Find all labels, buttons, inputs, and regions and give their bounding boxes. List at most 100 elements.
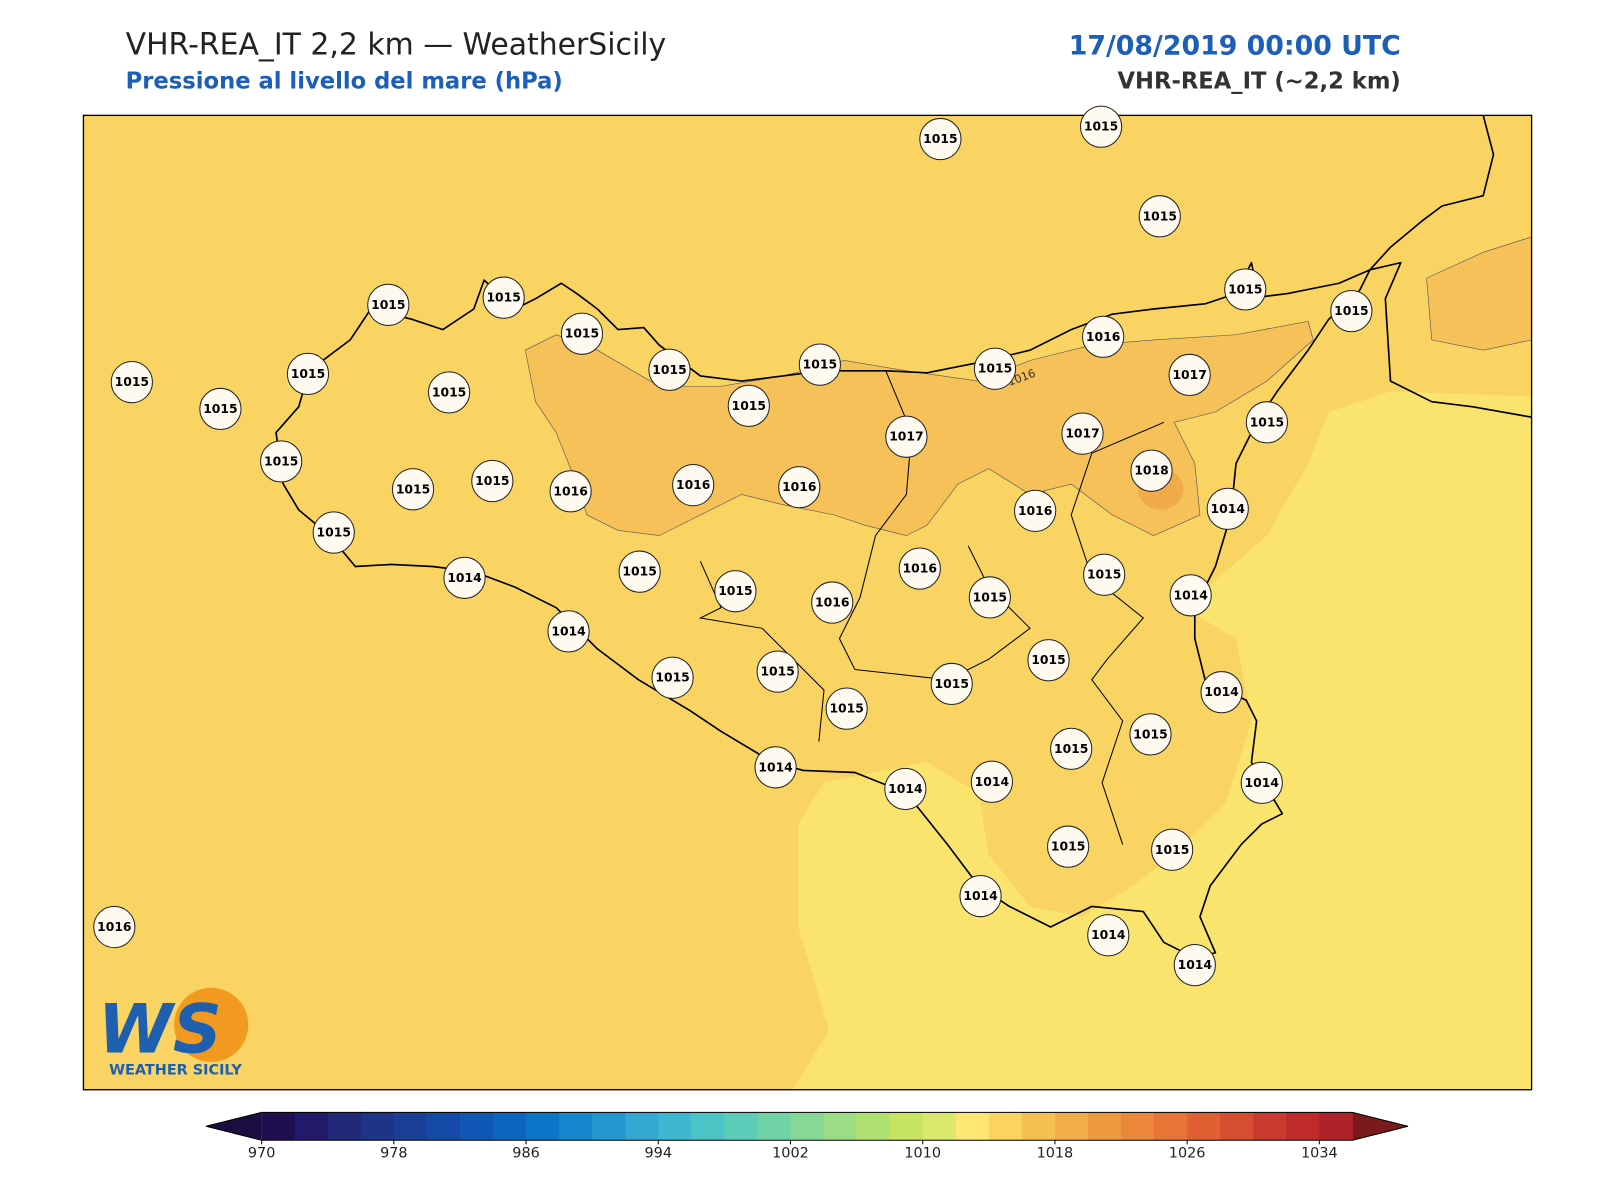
station-value: 1015 [432,385,466,399]
station: 1015 [1138,195,1181,238]
station-value: 1015 [1143,209,1177,223]
station-value: 1015 [1133,727,1167,741]
station-value: 1014 [975,775,1010,789]
station-marker [1240,761,1283,804]
station-marker [93,905,136,949]
station: 1014 [1087,914,1130,957]
station-marker [1027,639,1070,682]
station-value: 1016 [676,478,710,492]
station-marker [367,283,410,326]
station-value: 1016 [1086,330,1120,344]
station-value: 1014 [1173,588,1208,602]
station-value: 1014 [551,624,586,638]
station: 1015 [471,459,514,503]
station-value: 1014 [447,571,482,585]
station-marker [970,760,1014,803]
colorbar-tick-label: 986 [512,1146,540,1162]
station-value: 1015 [264,454,298,468]
station-marker [714,570,757,613]
station: 1015 [825,687,868,730]
station-value: 1015 [291,367,325,381]
station: 1015 [391,468,435,511]
station-value: 1015 [935,677,969,691]
station-marker [648,348,691,391]
station-marker [884,767,927,811]
station-value: 1014 [1091,928,1126,942]
station-value: 1014 [1204,685,1239,699]
colorbar-bin [658,1112,692,1141]
station: 1015 [1224,268,1267,311]
station-marker [391,468,435,511]
colorbar-bin [691,1112,725,1141]
station: 1014 [547,610,590,653]
colorbar-tick-label: 1018 [1037,1146,1074,1162]
colorbar-bin [1021,1112,1056,1141]
station-value: 1016 [97,920,131,934]
station-marker [482,276,525,319]
station: 1017 [885,415,928,458]
station-value: 1014 [1245,776,1280,790]
station-value: 1015 [203,402,237,416]
station: 1015 [1079,105,1123,148]
colorbar-bin [955,1112,990,1141]
station-marker [930,662,973,706]
station: 1017 [1168,353,1211,397]
station-value: 1015 [829,702,863,716]
station: 1014 [1240,761,1283,804]
station: 1016 [672,464,715,507]
station: 1015 [714,570,757,613]
station: 1015 [1027,639,1070,682]
station: 1015 [110,361,153,404]
colorbar-tick-label: 1034 [1301,1146,1338,1162]
station: 1015 [427,371,471,414]
station: 1014 [1200,671,1243,714]
colorbar-bin [922,1112,957,1141]
station: 1016 [1082,315,1125,358]
station-value: 1015 [655,671,689,685]
colorbar-bin [757,1112,791,1141]
station-marker [1130,449,1173,492]
station-value: 1017 [889,430,923,444]
station-marker [778,466,821,509]
station-value: 1015 [1054,742,1088,756]
colorbar-bin [559,1112,593,1141]
station: 1014 [443,556,486,599]
station-value: 1015 [115,375,149,389]
station-marker [1151,828,1194,871]
colorbar-bin [724,1112,758,1141]
logo: WS WEATHER SICILY [98,987,249,1078]
colorbar-tick-label: 1002 [772,1146,809,1162]
station-value: 1017 [1172,368,1206,382]
colorbar-tick-label: 994 [645,1146,673,1162]
station: 1015 [756,650,799,693]
station: 1016 [898,547,941,590]
model: VHR-REA_IT (~2,2 km) [1118,69,1401,95]
station-marker [1200,671,1243,714]
station-marker [1061,412,1104,455]
station-marker [1173,943,1216,987]
station-marker [754,746,797,789]
station-marker [549,470,592,513]
station: 1015 [367,283,410,326]
station: 1015 [919,117,962,161]
boundary [1070,421,1165,845]
map-frame [82,114,1533,1091]
station-marker [959,874,1002,918]
station: 1016 [1014,489,1057,532]
station: 1014 [959,874,1002,918]
colorbar: 970 978 986 994 1002 1010 1018 1026 1034 [205,1111,1409,1162]
colorbar-bin [360,1112,395,1141]
station: 1015 [286,352,330,396]
colorbar-bin [856,1112,891,1141]
logo-sun [174,987,249,1062]
map: 1016 [83,115,1532,1090]
station: 1014 [1206,487,1249,530]
station: 1015 [482,276,525,319]
station: 1014 [970,760,1014,803]
station: 1015 [930,662,973,706]
station-marker [1138,195,1181,238]
station: 1016 [778,466,821,509]
station: 1015 [1129,713,1172,756]
station-marker [312,511,355,554]
colorbar-bin [1154,1112,1188,1141]
